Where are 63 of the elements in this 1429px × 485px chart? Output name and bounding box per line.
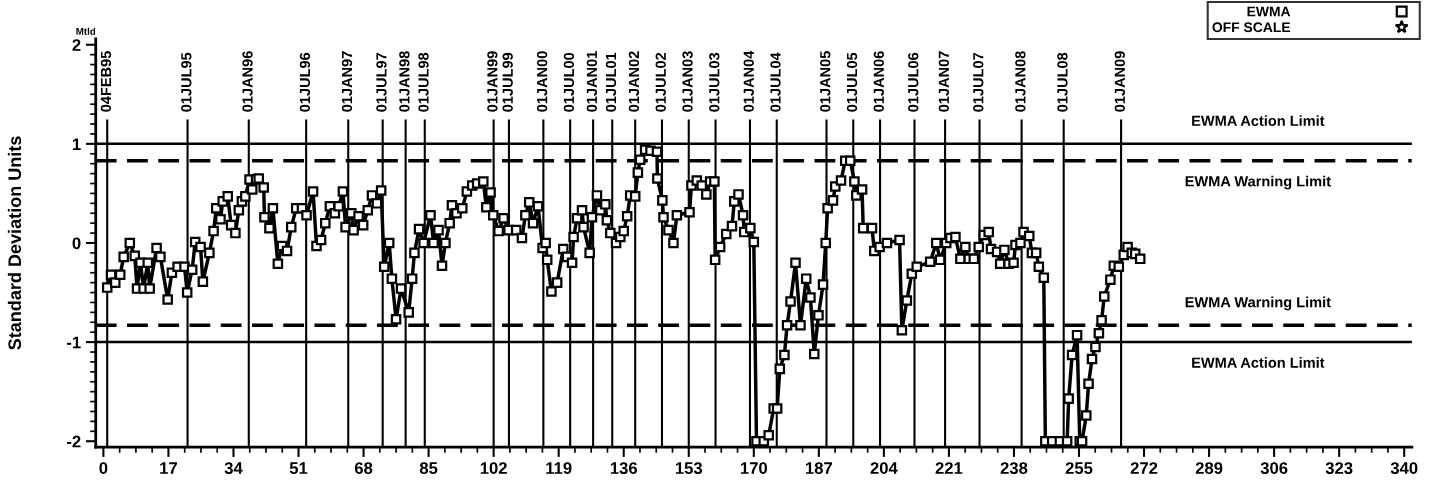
ref-line-label: 01JAN06 bbox=[873, 51, 884, 112]
ref-line-label: EWMA Action Limit bbox=[1192, 115, 1325, 126]
y-tick-label: 0 bbox=[72, 237, 81, 250]
ref-line-label: 01JUL99 bbox=[502, 52, 513, 112]
ref-line-label: 01JUL03 bbox=[709, 52, 720, 112]
ref-line-label: 01JUL01 bbox=[605, 52, 617, 112]
ref-line-label: 01JAN01 bbox=[586, 51, 598, 112]
x-tick-label: 340 bbox=[1390, 462, 1418, 475]
x-tick-label: 170 bbox=[740, 462, 768, 474]
ref-line-label: EWMA Action Limit bbox=[1192, 357, 1325, 368]
x-tick-label: 238 bbox=[1000, 462, 1028, 475]
text: Mtld bbox=[76, 27, 96, 35]
text: EWMA bbox=[1247, 6, 1291, 17]
x-tick-label: 323 bbox=[1325, 462, 1353, 475]
ref-line-label: 01JUL00 bbox=[563, 52, 575, 112]
ref-line-label: 01JAN03 bbox=[682, 51, 693, 112]
ref-line-label: 01JUL96 bbox=[299, 52, 311, 112]
x-tick-label: 17 bbox=[160, 462, 177, 474]
ref-line-label: 04FEB95 bbox=[100, 51, 112, 112]
x-tick-label: 0 bbox=[99, 462, 108, 474]
ref-line-label: 01JUL06 bbox=[908, 52, 919, 112]
ref-line-label: 01JAN98 bbox=[399, 51, 410, 112]
x-tick-label: 204 bbox=[870, 462, 898, 474]
ref-line-label: 01JAN96 bbox=[242, 51, 253, 112]
ref-line-label: 01JAN05 bbox=[820, 51, 831, 112]
x-tick-label: 136 bbox=[610, 462, 638, 475]
ref-line-label: 01JUL98 bbox=[418, 52, 429, 112]
x-tick-label: 255 bbox=[1065, 462, 1093, 474]
y-tick-label: 1 bbox=[72, 138, 81, 150]
ref-line-label: EWMA Warning Limit bbox=[1185, 175, 1331, 190]
y-tick-label: -1 bbox=[66, 336, 81, 349]
x-tick-label: 153 bbox=[675, 462, 703, 475]
ref-line-label: 01JUL08 bbox=[1057, 52, 1068, 112]
ref-line-label: EWMA Warning Limit bbox=[1185, 296, 1331, 311]
ref-line-label: 01JUL05 bbox=[846, 52, 858, 112]
ref-line-label: 01JAN02 bbox=[628, 51, 640, 112]
x-tick-label: 306 bbox=[1260, 462, 1288, 475]
x-tick-label: 187 bbox=[805, 462, 833, 474]
ref-line-label: 01JAN08 bbox=[1015, 51, 1026, 112]
ref-line-label: 01JUL04 bbox=[770, 52, 781, 112]
x-tick-label: 289 bbox=[1195, 462, 1223, 474]
ref-line-label: 01JUL02 bbox=[655, 52, 666, 112]
ref-line-label: 01JAN00 bbox=[536, 51, 548, 112]
ref-line-label: 01JAN97 bbox=[341, 51, 353, 112]
x-tick-label: 272 bbox=[1130, 462, 1158, 474]
ref-line-label: 01JUL95 bbox=[181, 52, 192, 112]
legend-label: OFF SCALE bbox=[1212, 22, 1291, 33]
x-tick-label: 102 bbox=[480, 462, 507, 474]
ref-line-label: 01JAN09 bbox=[1114, 51, 1125, 112]
x-tick-label: 119 bbox=[546, 462, 572, 474]
ref-line-label: 01JAN99 bbox=[487, 51, 498, 112]
y-axis-title: Standard Deviation Units bbox=[7, 136, 22, 350]
x-tick-label: 68 bbox=[354, 462, 373, 474]
y-tick-label: -2 bbox=[66, 435, 81, 448]
x-tick-label: 51 bbox=[289, 462, 308, 474]
ref-line-label: 01JAN07 bbox=[938, 51, 950, 112]
x-tick-label: 221 bbox=[935, 462, 963, 474]
y-tick-label: 2 bbox=[72, 39, 81, 51]
ref-line-label: 01JUL97 bbox=[376, 52, 387, 112]
x-tick-label: 34 bbox=[224, 462, 243, 475]
x-tick-label: 85 bbox=[419, 462, 438, 474]
ref-line-label: 01JAN04 bbox=[743, 50, 754, 112]
ref-line-label: 01JUL07 bbox=[973, 52, 984, 112]
